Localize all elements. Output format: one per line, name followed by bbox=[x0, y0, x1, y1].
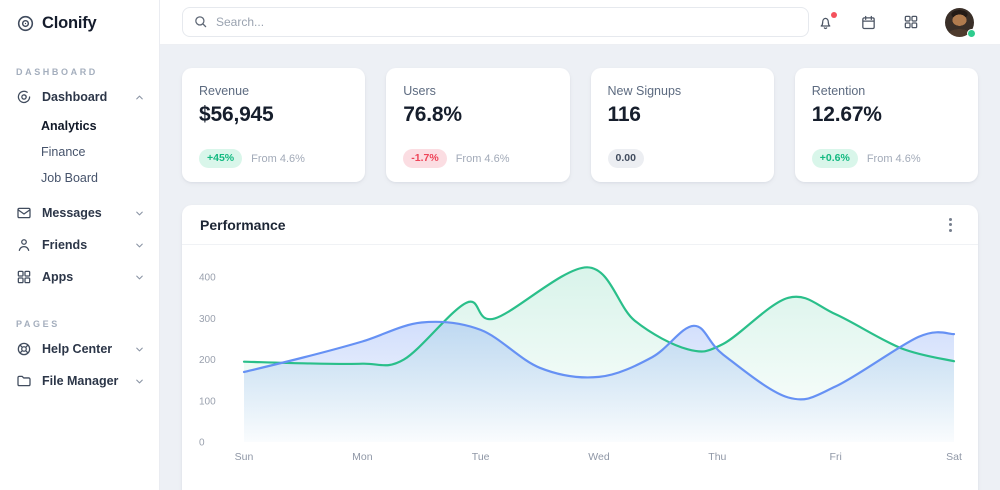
dashboard-content: Revenue $56,945 +45% From 4.6% Users 76.… bbox=[160, 45, 1000, 490]
sidebar-item-label: Help Center bbox=[42, 342, 113, 356]
main-area: Revenue $56,945 +45% From 4.6% Users 76.… bbox=[160, 0, 1000, 490]
stat-card-users: Users 76.8% -1.7% From 4.6% bbox=[386, 68, 570, 182]
x-axis-label: Wed bbox=[588, 451, 610, 463]
sidebar-item-help-center[interactable]: Help Center bbox=[0, 333, 159, 365]
x-axis-label: Thu bbox=[708, 451, 726, 463]
stat-title: Users bbox=[403, 84, 436, 98]
sidebar-item-label: Messages bbox=[42, 206, 102, 220]
stat-note: From 4.6% bbox=[251, 152, 305, 165]
stat-footer: +0.6% From 4.6% bbox=[811, 149, 961, 168]
blue-series-area bbox=[244, 321, 954, 442]
stat-card-retention: Retention 12.67% +0.6% From 4.6% bbox=[794, 68, 978, 182]
kebab-menu-icon[interactable] bbox=[941, 214, 960, 236]
y-axis-tick: 0 bbox=[199, 438, 205, 449]
sidebar-section-pages: PAGES bbox=[16, 319, 60, 329]
user-avatar[interactable] bbox=[945, 7, 976, 38]
stat-note: From 4.6% bbox=[455, 152, 510, 165]
sidebar-subitem-job-board[interactable]: Job Board bbox=[41, 171, 98, 185]
sidebar: Clonify DASHBOARD Dashboard Analytics Fi… bbox=[0, 0, 160, 490]
sidebar-item-file-manager[interactable]: File Manager bbox=[0, 365, 159, 397]
y-axis-tick: 200 bbox=[199, 355, 216, 366]
lifebuoy-icon bbox=[16, 341, 32, 357]
x-axis-label: Tue bbox=[472, 451, 490, 463]
stat-value: 76.8% bbox=[403, 103, 462, 126]
blue-series-line bbox=[242, 320, 956, 401]
x-axis-label: Fri bbox=[830, 451, 842, 463]
stat-footer: -1.7% From 4.6% bbox=[403, 149, 552, 168]
performance-card: Performance 0 100 200 300 400 Sun Mon Tue Wed Thu… bbox=[182, 205, 978, 490]
green-series-line bbox=[242, 266, 956, 367]
chevron-down-icon bbox=[134, 208, 145, 219]
mail-icon bbox=[16, 205, 32, 221]
bell-icon bbox=[817, 14, 834, 31]
chevron-down-icon bbox=[134, 240, 145, 251]
brand-logo[interactable]: Clonify bbox=[0, 10, 159, 35]
sidebar-subitem-finance[interactable]: Finance bbox=[41, 145, 86, 159]
sidebar-subitem-analytics[interactable]: Analytics bbox=[41, 119, 97, 133]
calendar-button[interactable] bbox=[860, 14, 877, 31]
change-badge: 0.00 bbox=[607, 149, 644, 168]
x-axis-label: Mon bbox=[352, 451, 373, 463]
y-axis-tick: 100 bbox=[199, 396, 216, 407]
calendar-icon bbox=[860, 14, 877, 31]
grid-icon bbox=[16, 269, 32, 285]
stat-card-revenue: Revenue $56,945 +45% From 4.6% bbox=[182, 68, 366, 182]
sidebar-dashboard-submenu: Analytics Finance Job Board bbox=[0, 113, 159, 197]
performance-chart: 0 100 200 300 400 Sun Mon Tue Wed Thu Fri Sat bbox=[199, 266, 962, 463]
topbar bbox=[160, 0, 1000, 45]
change-badge: +0.6% bbox=[811, 149, 858, 168]
notification-dot bbox=[831, 11, 837, 18]
stat-title: Revenue bbox=[199, 84, 250, 98]
chevron-down-icon bbox=[134, 272, 145, 283]
sidebar-item-label: Dashboard bbox=[42, 90, 108, 104]
stat-title: Retention bbox=[811, 84, 866, 98]
stat-card-new-signups: New Signups 116 0.00 bbox=[590, 68, 774, 182]
change-badge: +45% bbox=[199, 149, 243, 168]
brand-name: Clonify bbox=[42, 14, 97, 32]
search-input[interactable] bbox=[182, 7, 809, 37]
online-status-dot bbox=[967, 28, 976, 38]
stat-note: From 4.6% bbox=[866, 152, 921, 165]
search-box bbox=[182, 7, 809, 37]
change-badge: -1.7% bbox=[403, 149, 447, 168]
stats-row: Revenue $56,945 +45% From 4.6% Users 76.… bbox=[182, 68, 978, 182]
x-axis-label: Sun bbox=[235, 451, 254, 463]
folder-icon bbox=[16, 373, 32, 389]
y-axis-tick: 300 bbox=[199, 314, 216, 325]
apps-grid-icon bbox=[903, 14, 919, 30]
sidebar-item-dashboard[interactable]: Dashboard bbox=[0, 81, 159, 113]
stat-title: New Signups bbox=[607, 84, 682, 98]
stat-value: $56,945 bbox=[199, 103, 274, 126]
sidebar-section-dashboard: DASHBOARD bbox=[16, 67, 98, 77]
chevron-down-icon bbox=[134, 376, 145, 387]
stat-value: 116 bbox=[607, 103, 641, 126]
chevron-up-icon bbox=[134, 92, 145, 103]
user-icon bbox=[16, 237, 32, 253]
x-axis-label: Sat bbox=[946, 451, 962, 463]
topbar-actions bbox=[817, 7, 976, 38]
sidebar-item-friends[interactable]: Friends bbox=[0, 229, 159, 261]
stat-value: 12.67% bbox=[811, 103, 882, 126]
notifications-button[interactable] bbox=[817, 11, 837, 31]
sidebar-item-label: Friends bbox=[42, 238, 88, 252]
sidebar-item-apps[interactable]: Apps bbox=[0, 261, 159, 293]
stat-footer: +45% From 4.6% bbox=[199, 149, 348, 168]
stat-footer: 0.00 bbox=[607, 149, 757, 168]
brand-logo-icon bbox=[16, 14, 35, 33]
performance-title: Performance bbox=[200, 216, 286, 233]
apps-launcher-button[interactable] bbox=[903, 14, 919, 30]
sidebar-item-label: Apps bbox=[42, 270, 74, 284]
sidebar-item-messages[interactable]: Messages bbox=[0, 197, 159, 229]
sidebar-item-label: File Manager bbox=[42, 374, 119, 388]
chevron-down-icon bbox=[134, 344, 145, 355]
y-axis-tick: 400 bbox=[199, 273, 216, 284]
dashboard-icon bbox=[16, 89, 32, 105]
performance-header: Performance bbox=[182, 205, 978, 245]
